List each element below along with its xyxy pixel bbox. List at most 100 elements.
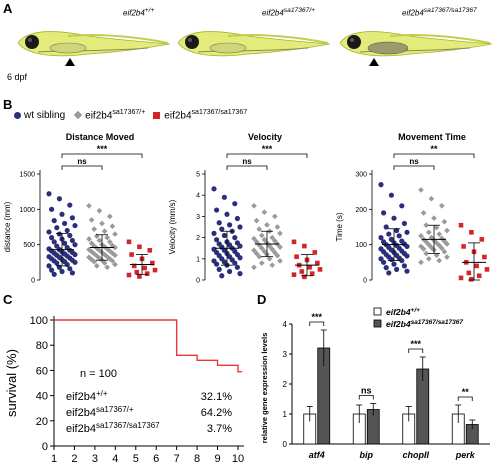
significance-bracket bbox=[408, 348, 424, 353]
y-tick-label: 300 bbox=[355, 172, 367, 179]
genotype-label-het: eif2b4sa17367/+ bbox=[262, 7, 316, 18]
category-label: bip bbox=[360, 450, 374, 460]
genotype-row-value: 3.7% bbox=[207, 423, 232, 435]
legend-hom-marker bbox=[153, 111, 161, 119]
data-point-wt bbox=[396, 233, 402, 239]
data-point-wt bbox=[62, 240, 68, 246]
data-point-het bbox=[99, 220, 105, 227]
data-point-het bbox=[256, 226, 263, 232]
x-tick-label: 2 bbox=[71, 453, 77, 465]
data-point-het bbox=[438, 202, 445, 209]
data-point-het bbox=[431, 215, 437, 221]
legend-hom-label: eif2b4sa17367/sa17367 bbox=[164, 109, 248, 122]
data-point-het bbox=[418, 187, 424, 193]
panel-label-d: D bbox=[257, 292, 267, 307]
data-point-het bbox=[109, 223, 116, 230]
y-tick-label: 5 bbox=[196, 172, 200, 179]
data-point-wt bbox=[46, 263, 52, 269]
data-point-het bbox=[425, 229, 432, 236]
data-point-het bbox=[88, 217, 95, 223]
data-point-wt bbox=[381, 210, 387, 216]
data-point-het bbox=[264, 222, 270, 228]
y-tick-label: 1 bbox=[196, 256, 200, 263]
data-point-het bbox=[104, 264, 111, 271]
y-tick-label: 500 bbox=[23, 242, 35, 249]
data-point-hom bbox=[291, 272, 297, 277]
data-point-wt bbox=[216, 266, 222, 272]
legend-het-label: eif2b4sa17367/+ bbox=[85, 109, 146, 122]
data-point-het bbox=[251, 202, 257, 209]
data-point-het bbox=[112, 244, 118, 251]
data-point-hom bbox=[142, 265, 147, 271]
data-point-het bbox=[444, 254, 450, 260]
data-point-wt bbox=[56, 196, 63, 202]
data-point-wt bbox=[49, 235, 55, 241]
data-point-het bbox=[418, 259, 424, 266]
data-point-hom bbox=[469, 230, 474, 235]
significance-label: ** bbox=[430, 144, 438, 154]
y-tick-label: 100 bbox=[30, 315, 48, 327]
category-label: chopII bbox=[403, 450, 430, 460]
genotype-row-value: 64.2% bbox=[201, 407, 232, 419]
data-point-het bbox=[101, 228, 108, 235]
data-point-wt bbox=[227, 268, 233, 275]
chart-velocity: Velocity Velocity (mm/s) 0 1 2 3 4 5 ns *** bbox=[168, 132, 323, 285]
data-point-hom bbox=[152, 267, 158, 273]
data-point-het bbox=[425, 255, 432, 262]
data-point-wt bbox=[221, 194, 227, 200]
data-point-wt bbox=[219, 226, 225, 232]
data-point-het bbox=[91, 226, 98, 232]
y-tick-label: 80 bbox=[36, 340, 48, 352]
data-point-het bbox=[266, 255, 273, 262]
x-tick-label: 4 bbox=[112, 453, 118, 465]
data-point-wt bbox=[234, 264, 240, 270]
data-point-hom bbox=[317, 267, 323, 272]
data-point-het bbox=[271, 237, 278, 244]
data-point-wt bbox=[46, 229, 52, 235]
data-point-hom bbox=[458, 222, 464, 228]
data-point-het bbox=[271, 249, 278, 256]
data-point-hom bbox=[312, 250, 318, 255]
data-point-wt bbox=[378, 235, 384, 241]
legend-swatch bbox=[373, 319, 382, 328]
data-point-wt bbox=[378, 182, 384, 188]
data-point-wt bbox=[69, 237, 75, 244]
data-point-wt bbox=[67, 232, 73, 239]
data-point-het bbox=[277, 244, 283, 250]
data-point-wt bbox=[46, 191, 52, 197]
data-point-het bbox=[436, 231, 443, 237]
data-point-hom bbox=[309, 271, 315, 276]
data-point-wt bbox=[72, 242, 78, 248]
data-point-het bbox=[96, 207, 103, 214]
y-axis-label: relative gene expression levels bbox=[260, 333, 269, 443]
x-tick-label: 1 bbox=[51, 453, 57, 465]
data-point-het bbox=[271, 213, 278, 220]
y-axis-label: Velocity (mm/s) bbox=[168, 199, 177, 254]
data-point-het bbox=[420, 246, 427, 252]
data-point-het bbox=[86, 236, 92, 242]
y-axis-label: Time (s) bbox=[335, 212, 344, 241]
data-point-het bbox=[428, 195, 435, 202]
panel-label-c: C bbox=[3, 292, 13, 307]
data-point-het bbox=[251, 264, 257, 271]
data-point-wt bbox=[399, 257, 405, 264]
data-point-wt bbox=[401, 220, 407, 227]
x-tick-label: 8 bbox=[194, 453, 200, 465]
data-point-het bbox=[104, 234, 111, 241]
data-point-wt bbox=[211, 186, 217, 192]
y-tick-label: 2 bbox=[283, 380, 288, 389]
y-tick-label: 1000 bbox=[19, 207, 35, 214]
data-point-wt bbox=[394, 227, 400, 234]
data-point-wt bbox=[386, 231, 392, 237]
data-point-wt bbox=[49, 206, 55, 212]
data-point-wt bbox=[383, 265, 389, 271]
data-point-wt bbox=[59, 211, 65, 217]
data-point-wt bbox=[72, 251, 78, 258]
data-point-hom bbox=[131, 263, 137, 269]
chart-survival: survival (%) 0 20 40 60 80 100 1 2 3 4 5 6 7 8 9 10 n = 1… bbox=[4, 315, 244, 465]
legend-wt-marker bbox=[14, 111, 21, 119]
genotype-row-label: eif2b4sa17367/sa17367 bbox=[66, 421, 160, 435]
data-point-het bbox=[436, 257, 443, 264]
data-point-wt bbox=[51, 218, 57, 224]
significance-bracket bbox=[309, 321, 325, 326]
